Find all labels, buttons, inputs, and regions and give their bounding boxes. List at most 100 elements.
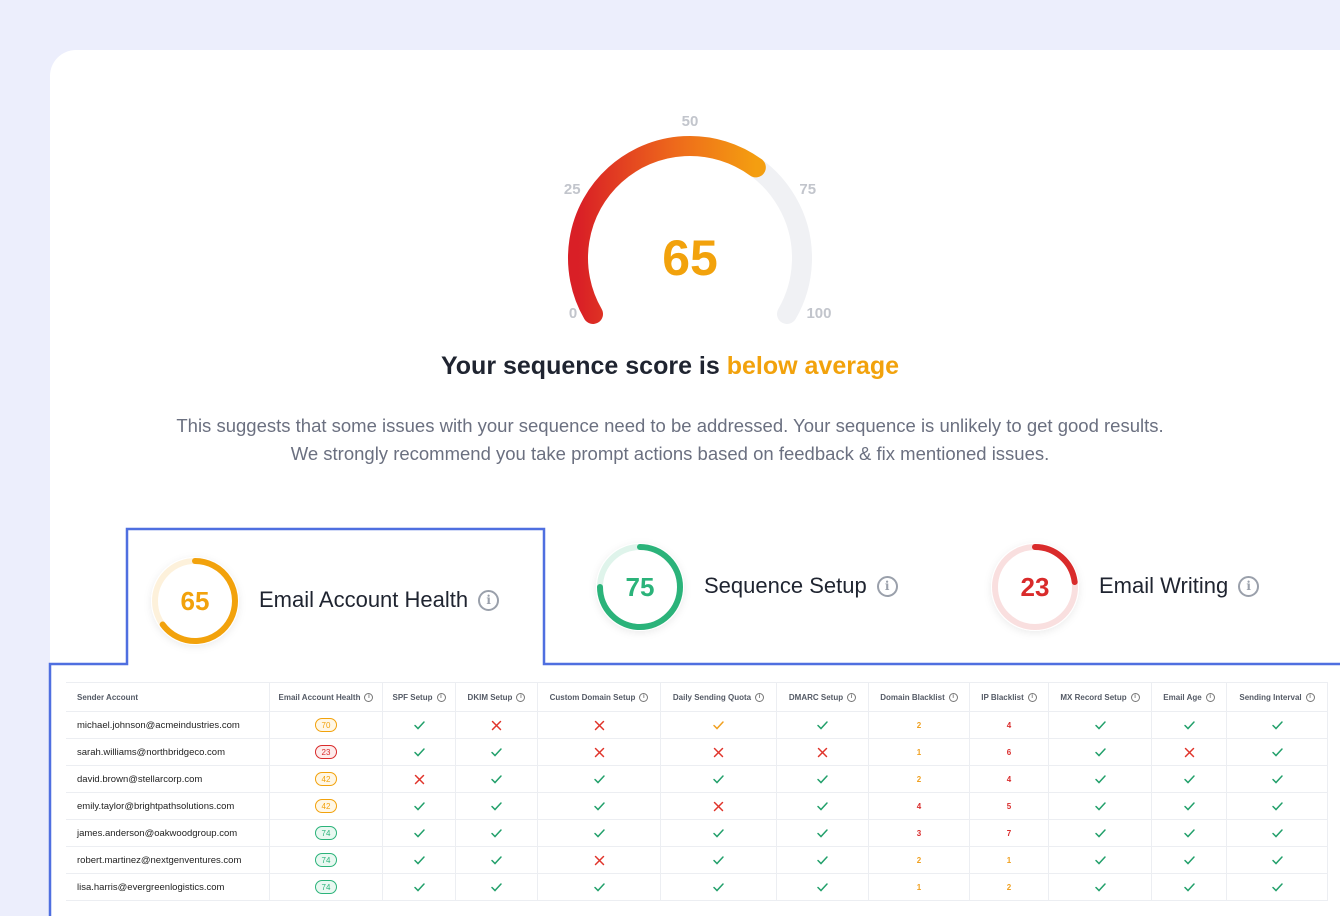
header-cell: IP Blacklist i [970,683,1049,711]
status-icon [1094,882,1106,892]
sender-table: Sender Account Email Account Health i SPF S… [66,682,1328,901]
blacklist-count: 4 [916,801,922,811]
table-cell [777,793,869,819]
status-fail [594,855,604,865]
status-pass [593,882,605,892]
status-icon [1183,882,1195,892]
header-info-icon[interactable]: i [755,692,765,702]
status-pass [1271,774,1283,784]
card-label[interactable]: Email Writing i [1099,573,1260,599]
status-warn [713,720,724,730]
status-fail [414,774,424,784]
status-fail [594,720,604,730]
header-info-icon[interactable]: i [436,692,446,702]
table-cell: 3 [869,820,970,846]
header-info-icon[interactable]: i [847,692,857,702]
table-cell [383,874,456,900]
table-cell: 4 [869,793,970,819]
status-pass [1271,801,1283,811]
status-pass [413,801,425,811]
header-info-icon[interactable]: i [1027,692,1037,702]
table-cell [456,847,538,873]
table-cell: david.brown@stellarcorp.com [66,766,270,792]
table-cell [456,874,538,900]
status-pass [593,801,605,811]
status-pass [491,774,502,784]
status-icon [713,801,724,811]
status-icon [1094,828,1106,838]
status-icon [1271,747,1283,757]
status-icon [1183,828,1195,838]
status-icon [817,747,828,757]
status-pass [1183,828,1195,838]
status-icon [1094,747,1106,757]
status-pass [817,855,828,865]
status-pass [1183,855,1195,865]
table-cell [777,766,869,792]
header-cell: Sender Account [66,683,270,711]
table-cell [383,712,456,738]
header-text: Email Account Health [278,692,361,702]
header-cell: SPF Setup i [383,683,456,711]
card-label[interactable]: Email Account Health i [259,587,500,613]
table-row: lisa.harris@evergreenlogistics.com 74 1 2 [66,874,1328,901]
health-badge: 74 [315,826,337,840]
header-info-icon[interactable]: i [1130,692,1140,702]
status-pass [491,855,502,865]
status-fail [817,747,828,757]
card-title: Email Writing [1099,573,1229,598]
table-cell [1152,820,1227,846]
table-cell: 1 [869,739,970,765]
status-pass [817,801,828,811]
status-pass [817,828,828,838]
status-icon [491,720,502,730]
blacklist-count: 2 [1006,882,1012,892]
card-title: Sequence Setup [704,573,867,598]
header-cell: Domain Blacklist i [869,683,970,711]
header-info-icon[interactable]: i [1205,692,1215,702]
table-cell [383,766,456,792]
table-cell [383,847,456,873]
header-info-icon[interactable]: i [1305,692,1315,702]
header-cell: DKIM Setup i [456,683,538,711]
status-icon [1271,774,1283,784]
sender-email: james.anderson@oakwoodgroup.com [77,827,238,839]
header-text: DMARC Setup [788,692,844,702]
table-cell [1227,712,1328,738]
status-pass [1094,828,1106,838]
status-icon [1094,855,1106,865]
status-icon [413,882,425,892]
table-cell [456,766,538,792]
header-info-icon[interactable]: i [639,692,649,702]
status-icon [413,720,425,730]
info-icon[interactable]: i [478,589,500,611]
info-icon[interactable]: i [1238,575,1260,597]
card-label[interactable]: Sequence Setup i [704,573,898,599]
header-cell: MX Record Setup i [1049,683,1152,711]
status-pass [1271,747,1283,757]
status-pass [817,774,828,784]
header-info-icon[interactable]: i [948,692,958,702]
status-icon [713,747,724,757]
sender-email: lisa.harris@evergreenlogistics.com [77,881,225,893]
table-cell [661,712,777,738]
header-info-icon[interactable]: i [516,692,526,702]
status-pass [1094,747,1106,757]
status-icon [1271,720,1283,730]
info-icon[interactable]: i [876,575,898,597]
status-pass [1094,801,1106,811]
status-fail [713,747,724,757]
status-icon [1183,801,1195,811]
status-icon [414,774,424,784]
blacklist-count: 1 [1006,855,1012,865]
status-pass [1183,774,1195,784]
status-pass [817,882,828,892]
table-cell: 6 [970,739,1049,765]
table-cell [538,712,661,738]
status-icon [1094,720,1106,730]
table-cell [661,874,777,900]
header-info-icon[interactable]: i [364,692,374,702]
table-cell: sarah.williams@northbridgeco.com [66,739,270,765]
table-cell [1049,874,1152,900]
description-line: This suggests that some issues with your… [176,415,1164,436]
